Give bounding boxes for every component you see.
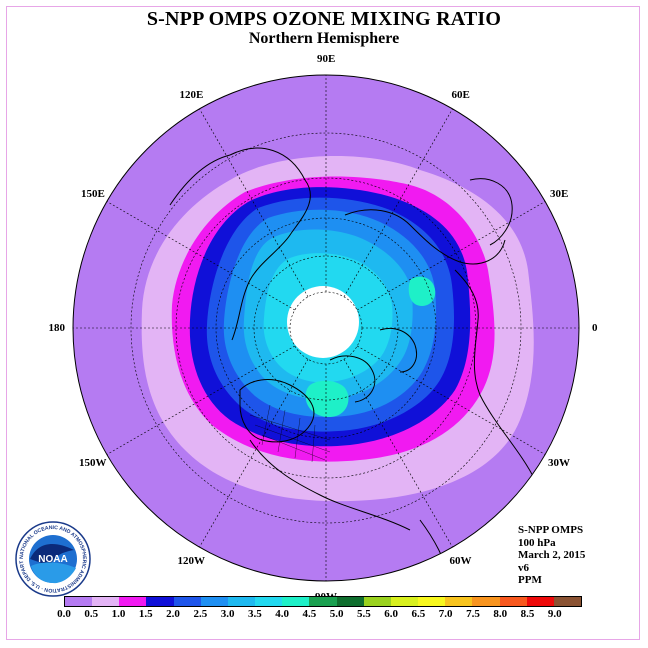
colorbar-segment <box>526 597 554 606</box>
longitude-label: 60W <box>449 554 472 567</box>
colorbar-tick-label: 5.5 <box>357 608 371 620</box>
colorbar-tick-label: 2.0 <box>166 608 180 620</box>
colorbar-segment <box>472 597 500 606</box>
longitude-label: 150W <box>79 456 107 469</box>
colorbar-tick-label: 0.0 <box>57 608 71 620</box>
colorbar-tick-label: 7.5 <box>466 608 480 620</box>
meridian-line <box>199 359 309 548</box>
page-subtitle: Northern Hemisphere <box>248 30 400 47</box>
colorbar-segment <box>146 597 174 606</box>
ozone-band-3.5-4.0-patch <box>408 276 436 306</box>
longitude-label: 30E <box>549 187 569 200</box>
colorbar-segment <box>173 597 201 606</box>
longitude-label: 30W <box>547 456 570 469</box>
coastlines <box>169 147 536 576</box>
colorbar-tick-label: 4.5 <box>302 608 317 620</box>
colorbar-ticks: 0.0 0.5 1.0 1.5 2.0 2.5 3.0 3.5 4.0 4.5 5.0 5.5 6.0 6… <box>57 608 584 622</box>
map-outline <box>72 74 580 582</box>
colorbar-tick-label: 2.5 <box>193 608 208 620</box>
longitude-label: 90E <box>317 53 336 65</box>
colorbar-segment <box>390 597 419 606</box>
noaa-logo-icon: NATIONAL OCEANIC AND ATMOSPHERIC ADMINIS… <box>14 520 91 597</box>
colorbar-tick-label: 5.0 <box>329 608 344 620</box>
colorbar-tick-label: 4.0 <box>275 608 289 620</box>
longitude-label: 150E <box>81 187 105 200</box>
product-info: S-NPP OMPS 100 hPa March 2, 2015 v6 PPM <box>518 524 585 587</box>
info-level: 100 hPa <box>518 536 556 549</box>
colorbar-tick-label: 7.0 <box>438 608 453 620</box>
colorbar-tick-label: 3.5 <box>247 608 262 620</box>
colorbar-tick-label: 3.0 <box>220 608 235 620</box>
colorbar-segment <box>499 597 527 606</box>
polar-no-data-region <box>287 286 359 358</box>
state-boundaries <box>249 404 331 463</box>
meridian-line <box>357 201 546 311</box>
colorbar-tick-label: 6.0 <box>384 608 399 620</box>
longitude-label: 120E <box>179 89 204 102</box>
colorbar-segment <box>309 597 337 606</box>
colorbar-segment <box>65 597 93 606</box>
longitude-meridians <box>73 75 579 581</box>
colorbar-tick-label: 1.5 <box>138 608 153 620</box>
ozone-band-4.0-4.5-patch <box>305 380 349 418</box>
colorbar <box>64 596 582 607</box>
colorbar-segment <box>227 597 256 606</box>
meridian-line <box>343 359 453 548</box>
info-units: PPM <box>518 574 542 586</box>
colorbar-segment <box>553 597 581 606</box>
longitude-label: 60E <box>451 89 470 102</box>
longitude-label: 120W <box>177 554 206 567</box>
colorbar-segment <box>119 597 147 606</box>
meridian-line <box>106 345 295 455</box>
meridian-line <box>106 201 295 311</box>
longitude-label: 0 <box>592 322 598 334</box>
meridian-line <box>343 108 453 297</box>
colorbar-segment <box>336 597 364 606</box>
meridian-line <box>357 345 546 455</box>
colorbar-segment <box>445 597 473 606</box>
colorbar-tick-label: 9.0 <box>547 608 562 620</box>
colorbar-tick-label: 6.5 <box>411 608 426 620</box>
colorbar-tick-label: 0.5 <box>84 608 99 620</box>
info-date: March 2, 2015 <box>518 549 586 561</box>
colorbar-segment <box>92 597 120 606</box>
info-instrument: S-NPP OMPS <box>518 524 584 536</box>
colorbar-segment <box>363 597 391 606</box>
colorbar-tick-label: 8.5 <box>520 608 535 620</box>
colorbar-segment <box>200 597 228 606</box>
page-title: S-NPP OMPS OZONE MIXING RATIO <box>146 8 502 30</box>
svg-text:NOAA: NOAA <box>38 554 67 565</box>
colorbar-tick-label: 8.0 <box>493 608 508 620</box>
colorbar-segment <box>282 597 310 606</box>
longitude-label: 180 <box>48 322 66 334</box>
colorbar-segment <box>255 597 283 606</box>
info-version: v6 <box>518 561 529 574</box>
meridian-line <box>199 108 309 297</box>
colorbar-segment <box>418 597 446 606</box>
colorbar-tick-label: 1.0 <box>111 608 126 620</box>
